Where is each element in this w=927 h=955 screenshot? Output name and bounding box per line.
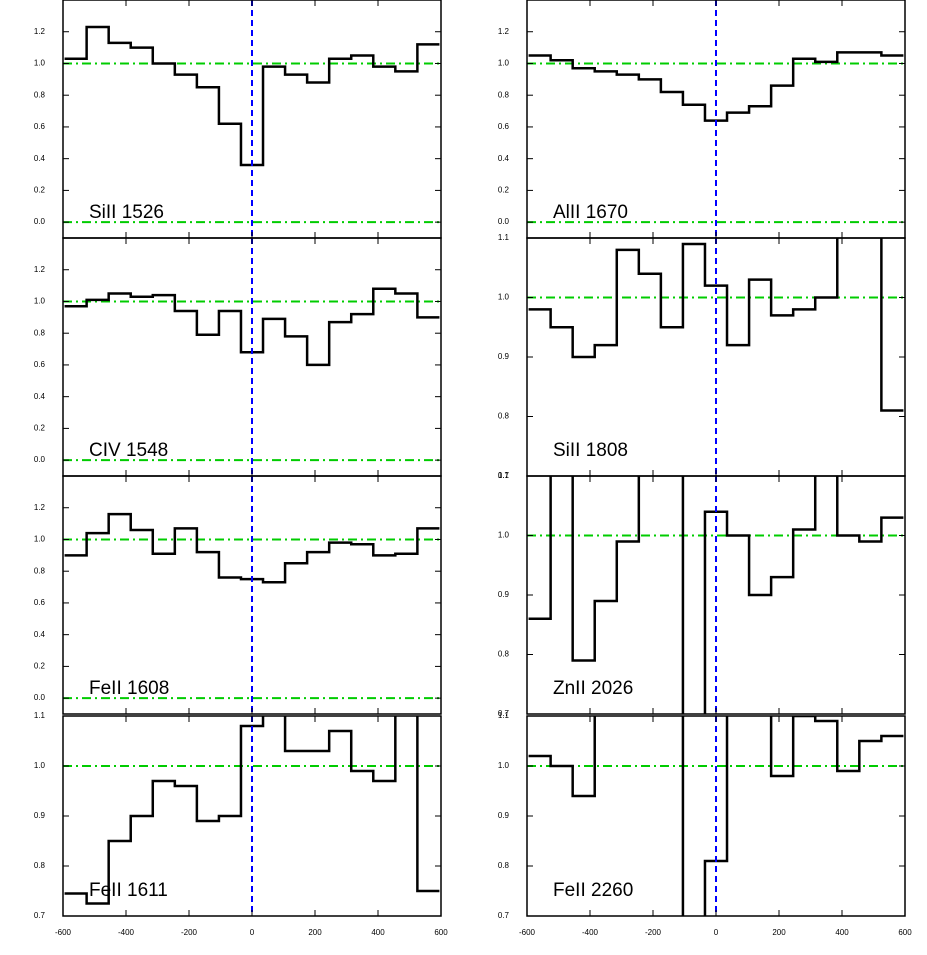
spectrum (528, 476, 904, 714)
panel-label: FeII 2260 (553, 880, 633, 901)
panel-label: AlII 1670 (553, 202, 628, 223)
x-tick-label: 400 (371, 928, 385, 937)
y-tick-label: 1.0 (498, 761, 510, 770)
y-tick-label: 0.7 (498, 471, 510, 480)
panel (527, 0, 905, 238)
x-tick-label: -600 (55, 928, 72, 937)
y-tick-label: 0.8 (34, 90, 46, 99)
y-tick-label: 1.1 (34, 711, 46, 720)
y-tick-label: 0.7 (34, 911, 46, 920)
panel (527, 238, 905, 476)
y-tick-label: 0.7 (498, 709, 510, 718)
spectrum (528, 716, 904, 916)
y-tick-label: 0.4 (34, 630, 46, 639)
panel-label: CIV 1548 (89, 440, 168, 461)
y-tick-label: 1.2 (34, 27, 46, 36)
panel (63, 476, 441, 714)
y-tick-label: 0.6 (34, 360, 46, 369)
spectrum (528, 238, 904, 412)
y-tick-label: 0.8 (498, 861, 510, 870)
x-tick-label: -200 (181, 928, 198, 937)
y-tick-label: 0.0 (34, 217, 46, 226)
panel-label: SiII 1808 (553, 440, 628, 461)
y-tick-label: 1.0 (34, 59, 46, 68)
y-tick-label: 0.4 (34, 392, 46, 401)
x-tick-label: 600 (434, 928, 448, 937)
y-tick-label: 1.1 (498, 711, 510, 720)
y-tick-label: 0.9 (498, 590, 510, 599)
x-tick-label: 0 (714, 928, 719, 937)
y-tick-label: 0.2 (34, 424, 46, 433)
y-tick-label: 0.7 (498, 911, 510, 920)
y-tick-label: 0.6 (34, 122, 46, 131)
y-tick-label: 0.4 (498, 154, 510, 163)
x-tick-label: -200 (645, 928, 662, 937)
y-tick-label: 0.9 (498, 352, 510, 361)
y-tick-label: 0.8 (498, 90, 510, 99)
y-tick-label: 0.8 (34, 328, 46, 337)
y-tick-label: 1.2 (34, 265, 46, 274)
y-tick-label: 0.6 (34, 598, 46, 607)
panel (63, 0, 441, 238)
panel (527, 716, 905, 916)
y-tick-label: 0.8 (34, 566, 46, 575)
y-tick-label: 1.0 (498, 293, 510, 302)
x-tick-label: 0 (250, 928, 255, 937)
spectrum (64, 716, 440, 905)
panel-label: FeII 1608 (89, 678, 169, 699)
x-tick-label: -400 (582, 928, 599, 937)
y-tick-label: 1.1 (498, 471, 510, 480)
y-tick-label: 0.4 (34, 154, 46, 163)
panel (63, 238, 441, 476)
y-tick-label: 0.0 (34, 693, 46, 702)
panel-label: SiII 1526 (89, 202, 164, 223)
y-tick-label: 0.0 (34, 455, 46, 464)
x-tick-label: -600 (519, 928, 536, 937)
x-tick-label: -400 (118, 928, 135, 937)
y-tick-label: 0.9 (34, 811, 46, 820)
y-tick-label: 1.2 (498, 27, 510, 36)
y-tick-label: 1.1 (498, 233, 510, 242)
y-tick-label: 0.9 (498, 811, 510, 820)
y-tick-label: 1.0 (498, 531, 510, 540)
y-tick-label: 0.2 (34, 662, 46, 671)
y-tick-label: 1.2 (34, 503, 46, 512)
panel (63, 716, 441, 916)
panel-label: ZnII 2026 (553, 678, 633, 699)
x-tick-label: 200 (772, 928, 786, 937)
y-tick-label: 1.0 (34, 297, 46, 306)
x-tick-label: 200 (308, 928, 322, 937)
y-tick-label: 0.6 (498, 122, 510, 131)
y-tick-label: 0.2 (498, 186, 510, 195)
y-tick-label: 0.0 (498, 217, 510, 226)
x-tick-label: 400 (835, 928, 849, 937)
spectrum (528, 51, 904, 122)
panel-label: FeII 1611 (89, 880, 168, 901)
panel (527, 476, 905, 714)
y-tick-label: 1.0 (34, 535, 46, 544)
y-tick-label: 0.2 (34, 186, 46, 195)
y-tick-label: 1.0 (498, 59, 510, 68)
y-tick-label: 0.8 (34, 861, 46, 870)
y-tick-label: 1.0 (34, 761, 46, 770)
x-tick-label: 600 (898, 928, 912, 937)
y-tick-label: 0.8 (498, 650, 510, 659)
y-tick-label: 0.8 (498, 412, 510, 421)
